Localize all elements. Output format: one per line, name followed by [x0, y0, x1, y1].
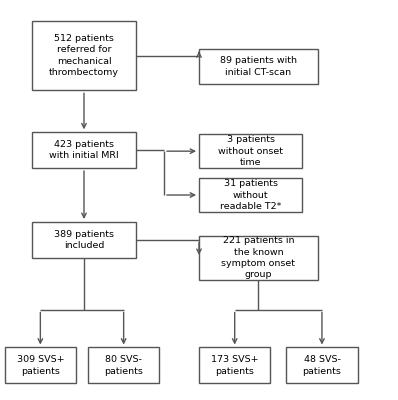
- FancyBboxPatch shape: [199, 178, 302, 212]
- Text: 512 patients
referred for
mechanical
thrombectomy: 512 patients referred for mechanical thr…: [49, 34, 119, 77]
- Text: 31 patients
without
readable T2*: 31 patients without readable T2*: [220, 179, 281, 211]
- FancyBboxPatch shape: [88, 348, 159, 383]
- FancyBboxPatch shape: [32, 132, 136, 168]
- FancyBboxPatch shape: [286, 348, 358, 383]
- FancyBboxPatch shape: [32, 21, 136, 90]
- FancyBboxPatch shape: [199, 348, 270, 383]
- FancyBboxPatch shape: [199, 48, 318, 84]
- Text: 48 SVS-
patients: 48 SVS- patients: [302, 355, 341, 376]
- FancyBboxPatch shape: [199, 236, 318, 280]
- Text: 221 patients in
the known
symptom onset
group: 221 patients in the known symptom onset …: [222, 236, 295, 280]
- Text: 423 patients
with initial MRI: 423 patients with initial MRI: [49, 140, 119, 160]
- Text: 173 SVS+
patients: 173 SVS+ patients: [211, 355, 259, 376]
- Text: 89 patients with
initial CT-scan: 89 patients with initial CT-scan: [220, 56, 297, 77]
- FancyBboxPatch shape: [32, 222, 136, 258]
- Text: 389 patients
included: 389 patients included: [54, 230, 114, 250]
- FancyBboxPatch shape: [5, 348, 76, 383]
- Text: 3 patients
without onset
time: 3 patients without onset time: [218, 135, 283, 167]
- FancyBboxPatch shape: [199, 134, 302, 168]
- Text: 309 SVS+
patients: 309 SVS+ patients: [17, 355, 64, 376]
- Text: 80 SVS-
patients: 80 SVS- patients: [104, 355, 143, 376]
